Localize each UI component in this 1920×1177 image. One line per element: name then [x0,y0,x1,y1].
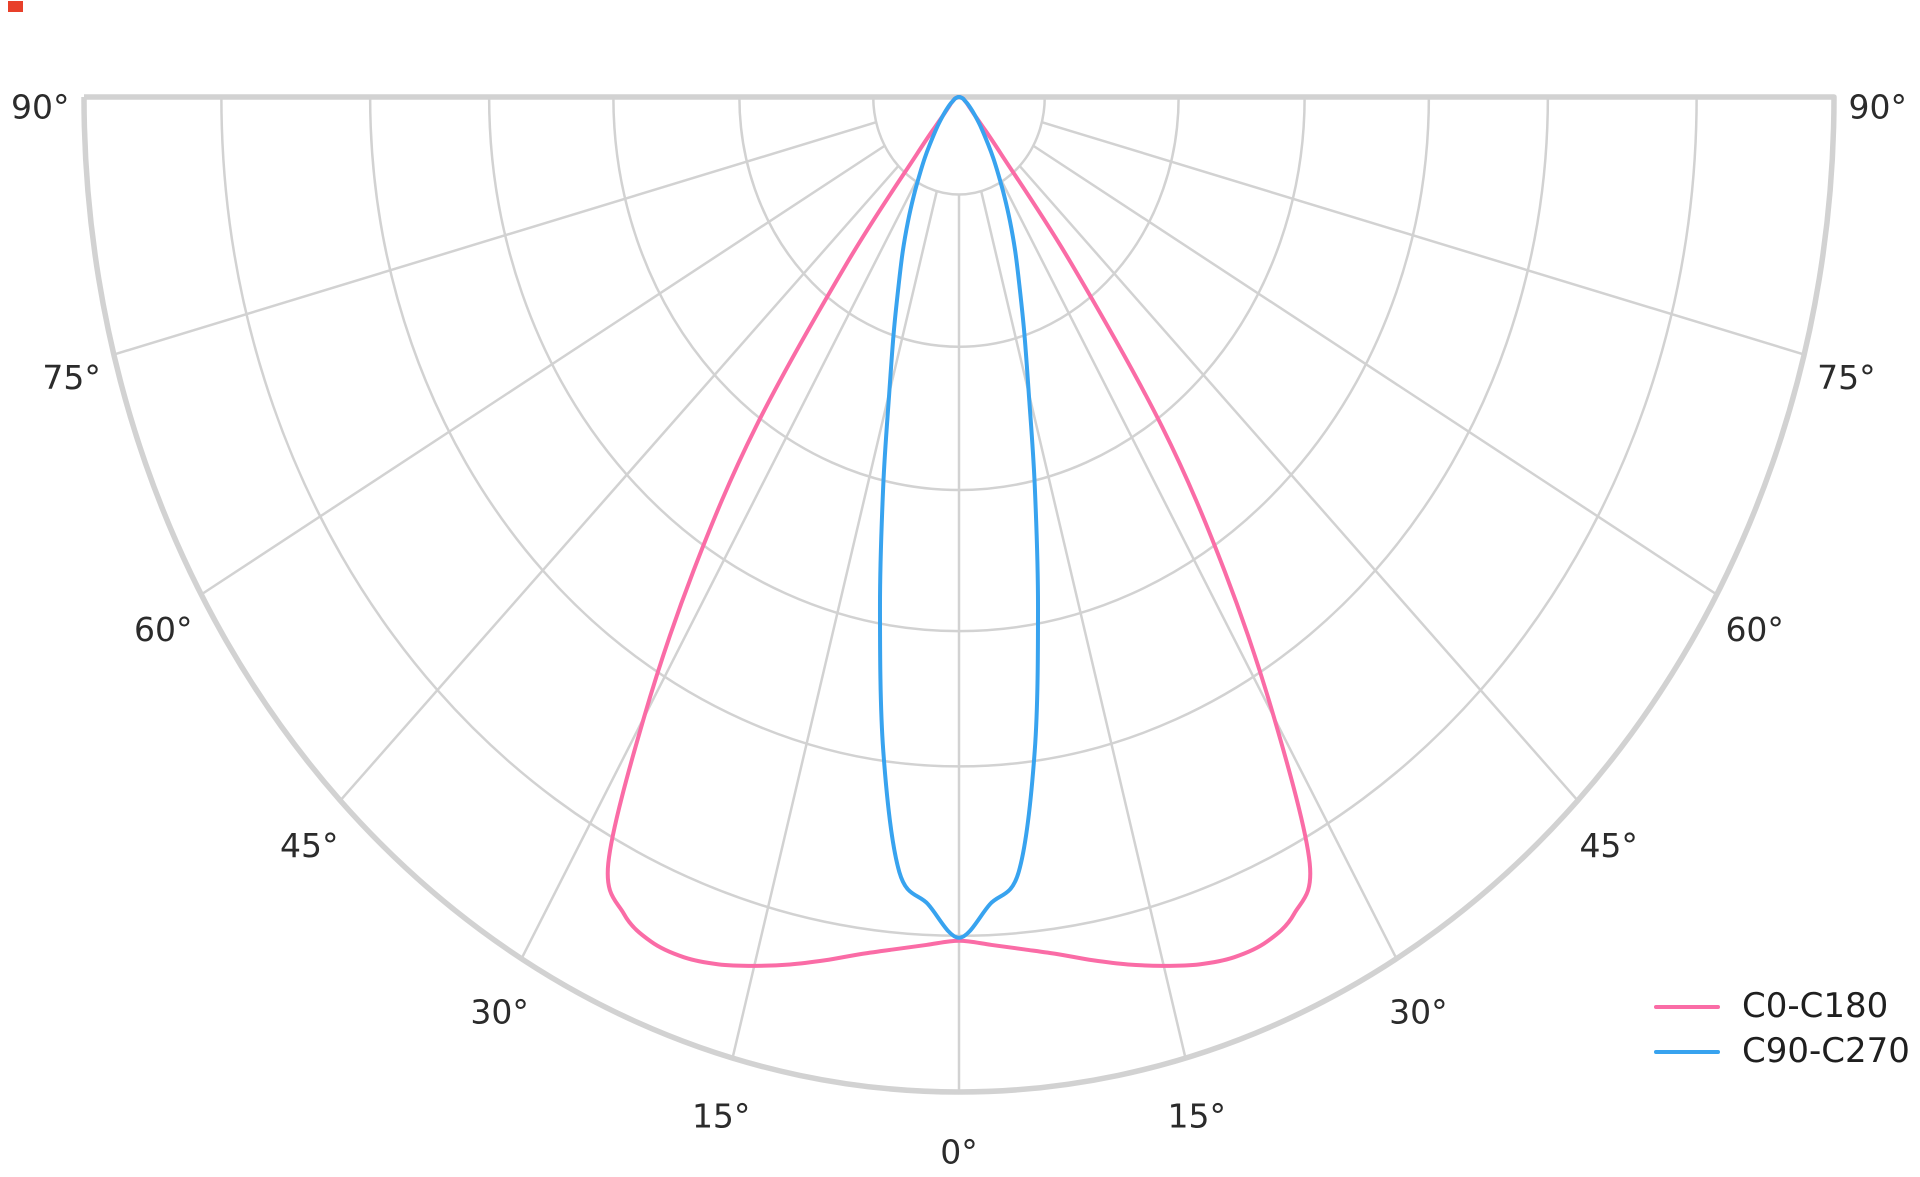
legend-item-c90-c270: C90-C270 [1654,1029,1910,1074]
curve-c0-c180 [605,95,1313,968]
legend-label-c90-c270: C90-C270 [1742,1031,1910,1071]
angle-label-right-15: 15° [1168,1097,1227,1136]
grid-boundary [81,94,1837,1095]
legend: C0-C180 C90-C270 [1654,984,1910,1074]
angle-label-right-45: 45° [1579,826,1638,865]
angle-label-left-60: 60° [134,610,193,649]
grid-spoke [1032,144,1718,596]
angle-label-left-45: 45° [280,826,339,865]
grid-spoke [1000,180,1398,960]
angle-label-right-90: 90° [1849,88,1908,127]
legend-item-c0-c180: C0-C180 [1654,984,1910,1029]
angle-label-right-30: 30° [1389,992,1448,1031]
grid-spoke [731,190,939,1059]
legend-swatch-c0-c180 [1654,1004,1720,1009]
grid-spoke [339,165,900,802]
legend-label-c0-c180: C0-C180 [1742,986,1889,1026]
grid-spoke [200,144,886,596]
angle-label-left-15: 15° [692,1097,751,1136]
angle-label-left-30: 30° [470,992,529,1031]
curve-c90-c270 [877,95,1041,940]
legend-swatch-c90-c270 [1654,1049,1720,1054]
angle-label-0: 0° [940,1132,978,1171]
grid-spoke [979,190,1187,1059]
angle-label-right-60: 60° [1725,610,1784,649]
screenshot-corner-artifact [8,1,23,12]
angle-label-left-75: 75° [42,358,101,397]
grid-spoke [520,180,918,960]
angle-label-right-75: 75° [1817,358,1876,397]
grid-spoke [1018,165,1579,802]
angle-label-left-90: 90° [11,88,70,127]
grid-spoke [1041,121,1805,356]
grid-spoke [113,121,877,356]
